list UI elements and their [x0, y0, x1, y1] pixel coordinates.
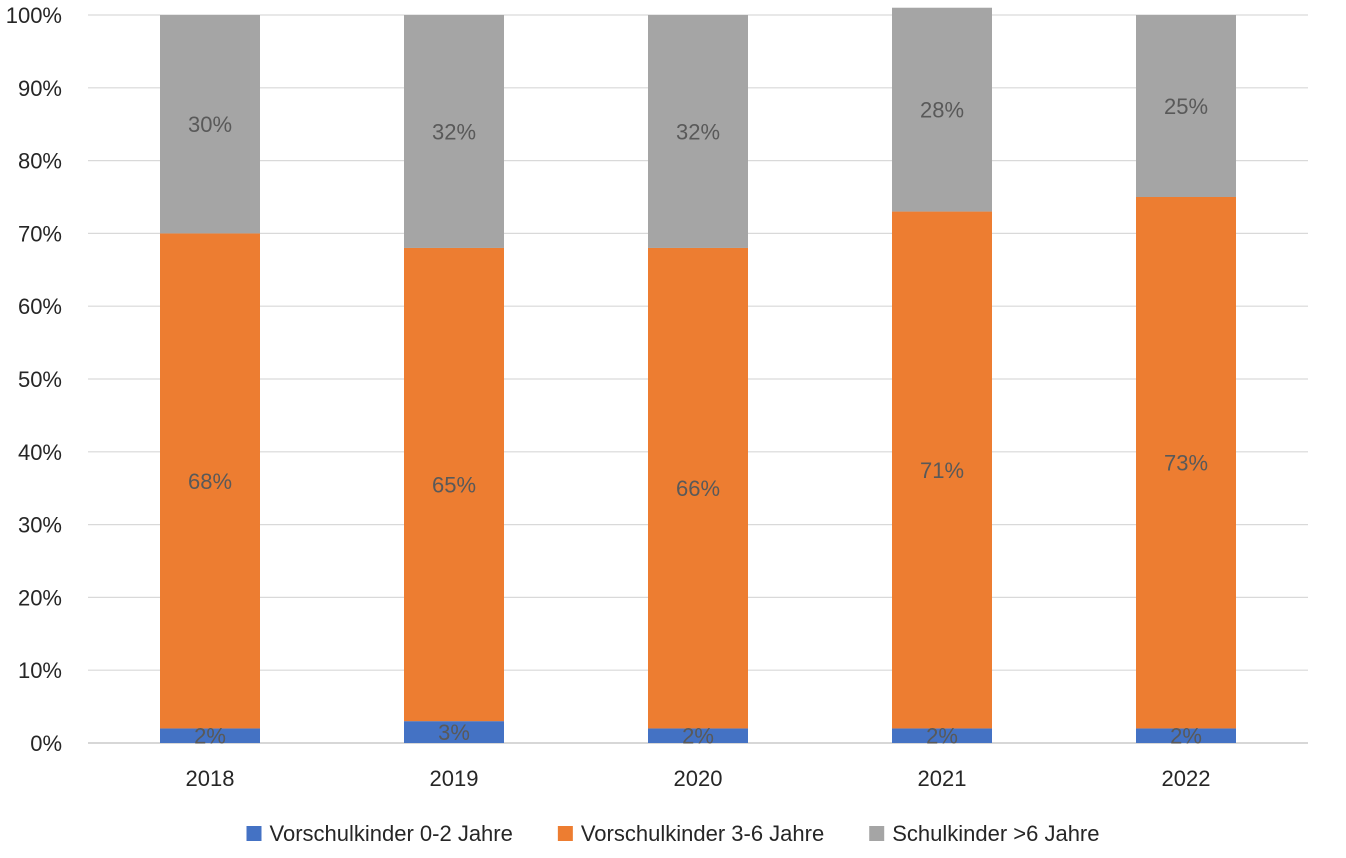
y-tick-label: 30%	[18, 513, 62, 538]
y-tick-label: 20%	[18, 585, 62, 610]
legend-item: Vorschulkinder 3-6 Jahre	[557, 821, 824, 846]
data-label: 3%	[438, 720, 470, 745]
data-labels: 2% 68% 30% 3% 65% 32% 2% 66% 32% 2% 71% 28% 2% 73% 25%	[188, 94, 1208, 749]
data-label: 2%	[1170, 724, 1202, 749]
data-label: 28%	[920, 98, 964, 123]
bar-segment	[892, 728, 992, 743]
x-axis: 2018 2019 2020 2021 2022	[186, 766, 1211, 791]
legend-swatch	[246, 826, 262, 841]
bar-segment	[404, 247, 504, 722]
data-label: 66%	[676, 476, 720, 501]
legend: Vorschulkinder 0-2 Jahre Vorschulkinder 3…	[246, 821, 1100, 846]
y-tick-label: 60%	[18, 294, 62, 319]
bar-segment	[1136, 15, 1236, 197]
data-label: 30%	[188, 112, 232, 137]
data-label: 2%	[682, 724, 714, 749]
data-label: 25%	[1164, 94, 1208, 119]
data-label: 71%	[920, 458, 964, 483]
data-label: 32%	[676, 119, 720, 144]
x-tick-label: 2020	[674, 766, 723, 791]
data-label: 73%	[1164, 451, 1208, 476]
x-tick-label: 2019	[430, 766, 479, 791]
x-tick-label: 2022	[1162, 766, 1211, 791]
y-tick-label: 10%	[18, 658, 62, 683]
legend-swatch	[557, 826, 573, 841]
y-tick-label: 90%	[18, 76, 62, 101]
y-tick-label: 80%	[18, 149, 62, 174]
bar-segment	[404, 15, 504, 248]
y-tick-label: 70%	[18, 221, 62, 246]
bars	[160, 7, 1236, 743]
data-label: 68%	[188, 469, 232, 494]
bar-segment	[160, 233, 260, 729]
bar-segment	[892, 7, 992, 212]
legend-item: Schulkinder >6 Jahre	[869, 821, 1100, 846]
x-tick-label: 2021	[918, 766, 967, 791]
bar-segment	[648, 247, 748, 729]
data-label: 32%	[432, 119, 476, 144]
y-tick-label: 0%	[30, 731, 62, 756]
bar-segment	[160, 15, 260, 234]
x-tick-label: 2018	[186, 766, 235, 791]
bar-segment	[892, 211, 992, 729]
y-tick-label: 50%	[18, 367, 62, 392]
legend-label: Vorschulkinder 0-2 Jahre	[270, 821, 513, 846]
bar-segment	[648, 728, 748, 743]
bar-segment	[648, 15, 748, 248]
legend-label: Schulkinder >6 Jahre	[892, 821, 1099, 846]
data-label: 2%	[926, 724, 958, 749]
bar-segment	[1136, 728, 1236, 743]
bar-segment	[1136, 197, 1236, 729]
legend-label: Vorschulkinder 3-6 Jahre	[581, 821, 824, 846]
data-label: 65%	[432, 473, 476, 498]
legend-item: Vorschulkinder 0-2 Jahre	[246, 821, 513, 846]
legend-swatch	[869, 826, 885, 841]
y-axis: 0% 10% 20% 30% 40% 50% 60% 70% 80% 90% 100%	[6, 3, 62, 756]
bar-segment	[160, 728, 260, 743]
y-tick-label: 40%	[18, 440, 62, 465]
bar-segment	[404, 721, 504, 743]
data-label: 2%	[194, 724, 226, 749]
y-tick-label: 100%	[6, 3, 62, 28]
